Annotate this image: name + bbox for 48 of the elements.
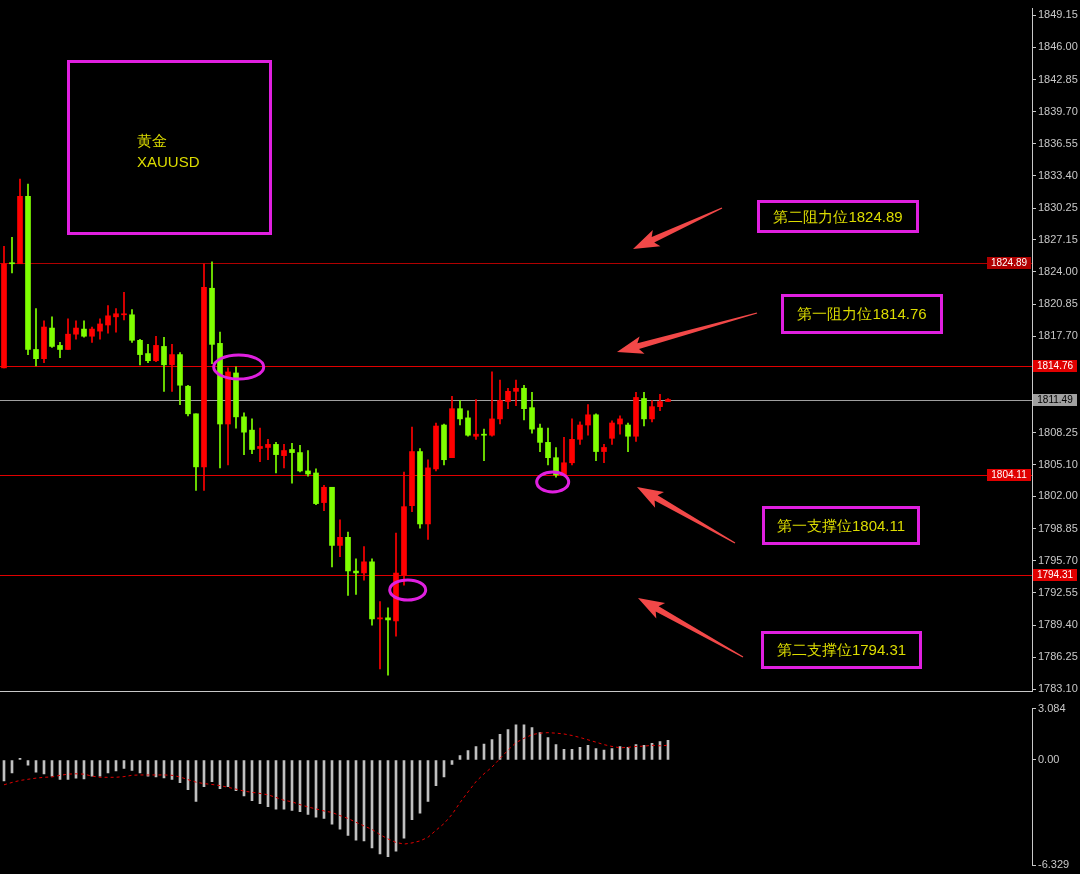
ref-line-label: 1804.11 (991, 469, 1028, 481)
candlestick (121, 292, 127, 321)
annotation: 第二支撑位1794.31 (776, 641, 907, 659)
candlestick (281, 444, 287, 469)
candlestick (513, 379, 519, 406)
candlestick (9, 236, 15, 274)
y-tick-label: 1789.40 (1038, 618, 1078, 631)
ref-line-label: 1814.76 (1036, 360, 1074, 372)
candlestick (289, 443, 295, 484)
ref-line-label: 1824.89 (990, 257, 1028, 269)
y-tick-label: 0.00 (1038, 753, 1060, 765)
y-tick-label: -6.329 (1038, 858, 1070, 871)
y-tick-label: 1805.10 (1038, 457, 1078, 470)
text: 黄金 (137, 131, 167, 149)
line-series (3, 732, 669, 845)
y-tick-label: 1786.25 (1038, 650, 1078, 663)
y-tick-label: 1795.70 (1038, 553, 1078, 566)
y-tick-label: 1833.40 (1038, 169, 1078, 182)
y-tick-label: 1827.15 (1038, 232, 1078, 245)
y-tick-label: 1808.25 (1038, 425, 1078, 438)
candlestick (33, 308, 39, 367)
y-tick-label: 1824.00 (1038, 264, 1078, 277)
y-tick-label: 1839.70 (1038, 104, 1078, 117)
y-tick-label: 1849.15 (1038, 8, 1078, 21)
candlestick (265, 438, 271, 461)
ref-line-label: 1811.49 (1037, 394, 1074, 406)
annotation: 第一阻力位1814.76 (797, 305, 927, 323)
y-tick-label: 1802.00 (1038, 489, 1078, 502)
y-tick-label: 1830.25 (1038, 201, 1078, 214)
candlestick (481, 428, 487, 462)
ref-line-label: 1794.31 (1036, 569, 1074, 581)
y-tick-label: 1836.55 (1038, 136, 1078, 149)
y-tick-label: 3.084 (1038, 701, 1066, 714)
annotation: 第二阻力位1824.89 (773, 207, 903, 226)
y-tick-label: 1842.85 (1038, 72, 1078, 85)
y-tick-label: 1783.10 (1038, 682, 1078, 695)
candlestick (337, 519, 343, 558)
y-tick-label: 1817.70 (1038, 329, 1078, 342)
text: XAUUSD (137, 152, 200, 170)
y-tick-label: 1792.55 (1038, 585, 1078, 598)
y-tick-label: 1820.85 (1038, 297, 1078, 310)
candlestick (169, 344, 175, 392)
annotation: 第一支撑位1804.11 (776, 516, 906, 535)
candlestick (257, 427, 263, 463)
y-tick-label: 1846.00 (1038, 40, 1078, 53)
y-tick-label: 1798.85 (1038, 521, 1078, 534)
candlestick (473, 399, 479, 440)
candlestick (113, 308, 119, 333)
